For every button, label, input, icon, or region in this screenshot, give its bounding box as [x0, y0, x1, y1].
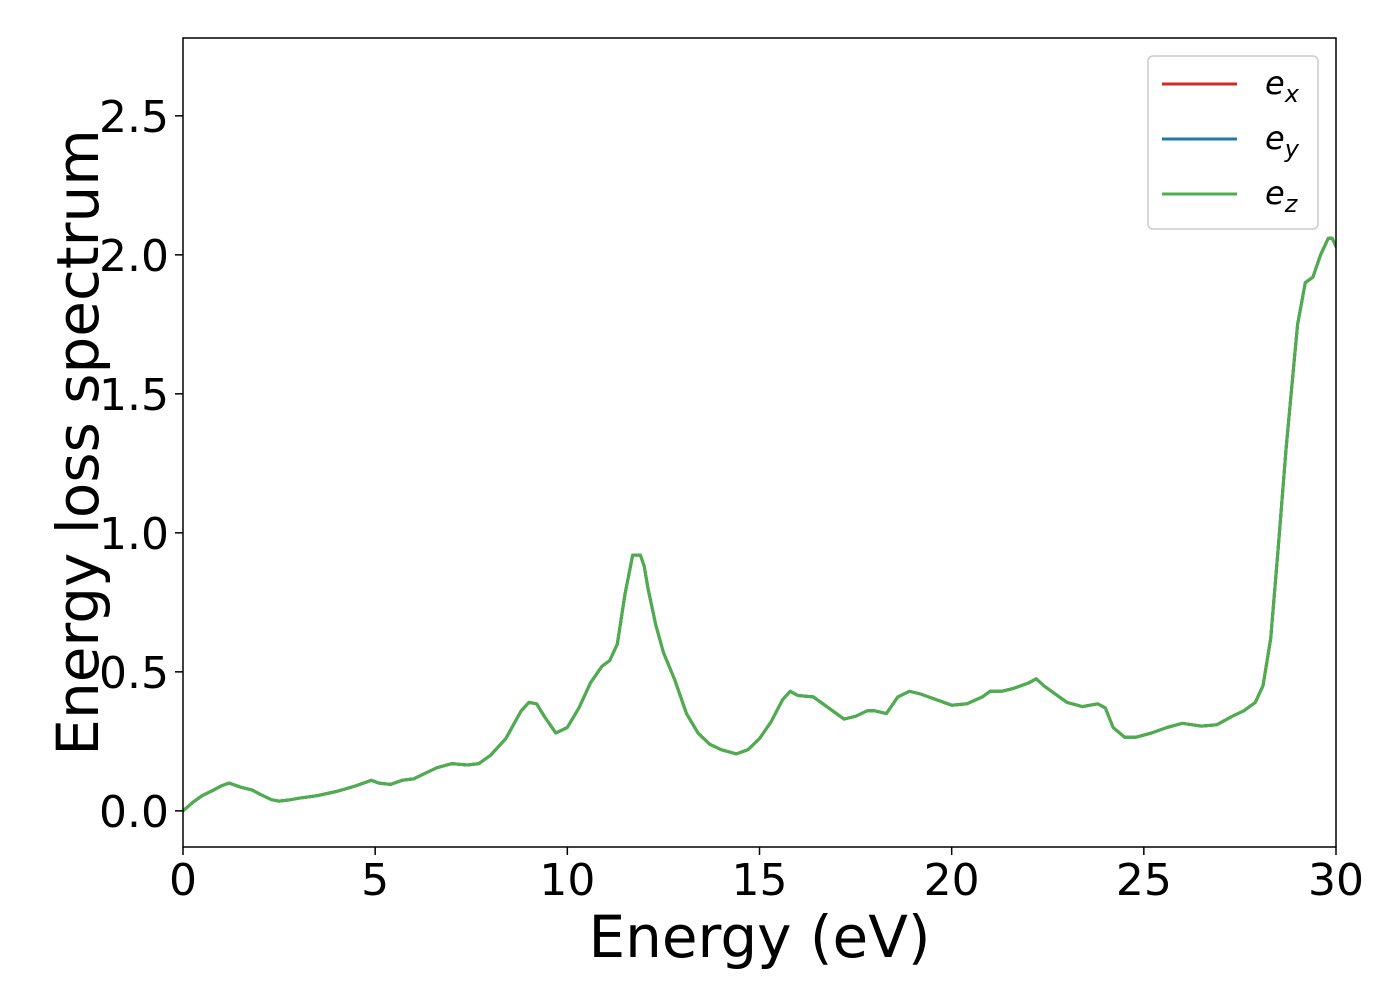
legend-label-e-x: ex — [1265, 64, 1300, 108]
x-tick-label: 0 — [169, 855, 197, 906]
y-axis-ticks: 0.0 0.5 1.0 1.5 2.0 2.5 — [99, 92, 183, 838]
x-tick-label: 10 — [539, 855, 595, 906]
series-line-e-x — [183, 236, 1336, 813]
y-tick-label: 2.0 — [99, 231, 169, 282]
y-tick-label: 1.0 — [99, 509, 169, 560]
y-tick-label: 0.0 — [99, 787, 169, 838]
x-tick-label: 5 — [361, 855, 389, 906]
series-line-e-y — [183, 236, 1336, 813]
y-axis-label: Energy loss spectrum — [44, 129, 112, 755]
legend-frame — [1147, 55, 1319, 230]
legend-label-e-y: ey — [1265, 119, 1300, 163]
legend: ex ey ez — [1147, 55, 1319, 230]
x-tick-label: 20 — [924, 855, 980, 906]
series-layer — [183, 236, 1336, 813]
series-line-e-z — [183, 236, 1336, 813]
x-tick-label: 15 — [732, 855, 788, 906]
y-tick-label: 2.5 — [99, 92, 169, 143]
y-tick-label: 1.5 — [99, 370, 169, 421]
x-tick-label: 30 — [1308, 855, 1364, 906]
x-tick-label: 25 — [1116, 855, 1172, 906]
legend-label-e-z: ez — [1265, 174, 1299, 218]
x-axis-label: Energy (eV) — [588, 903, 930, 971]
x-axis-ticks: 0 5 10 15 20 25 30 — [169, 847, 1364, 906]
y-tick-label: 0.5 — [99, 648, 169, 699]
